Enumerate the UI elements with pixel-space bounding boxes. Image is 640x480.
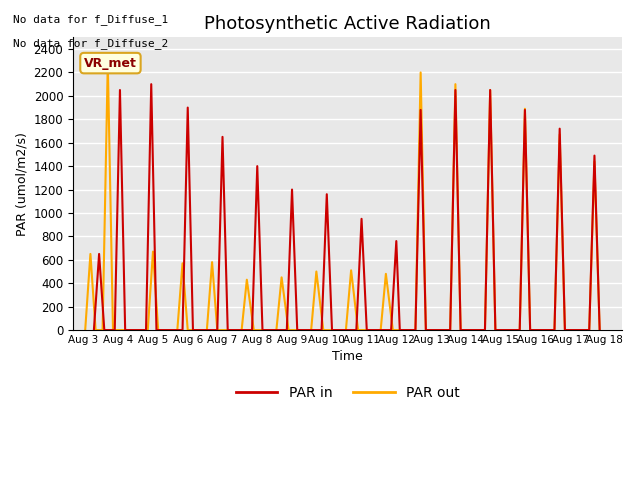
Y-axis label: PAR (umol/m2/s): PAR (umol/m2/s) (15, 132, 28, 236)
Text: No data for f_Diffuse_2: No data for f_Diffuse_2 (13, 38, 168, 49)
Text: VR_met: VR_met (84, 57, 137, 70)
Title: Photosynthetic Active Radiation: Photosynthetic Active Radiation (204, 15, 491, 33)
Text: No data for f_Diffuse_1: No data for f_Diffuse_1 (13, 14, 168, 25)
Legend: PAR in, PAR out: PAR in, PAR out (230, 380, 465, 405)
X-axis label: Time: Time (332, 350, 363, 363)
